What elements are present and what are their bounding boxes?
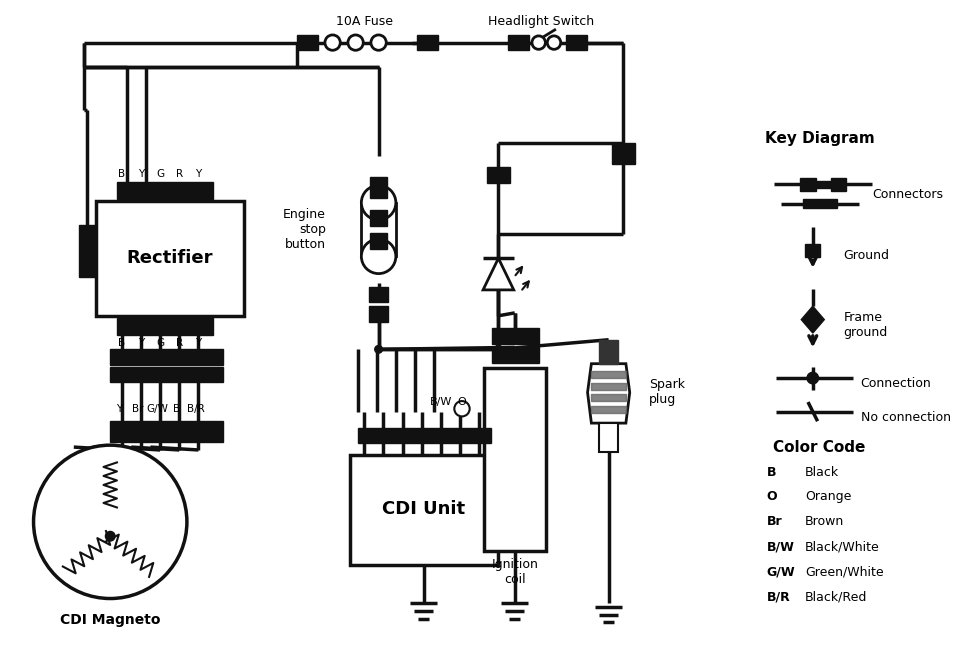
- Bar: [831, 178, 847, 191]
- Bar: [370, 177, 387, 198]
- Bar: [117, 182, 213, 199]
- Text: Green/White: Green/White: [805, 565, 884, 578]
- Bar: [369, 306, 388, 322]
- Text: Connectors: Connectors: [873, 188, 944, 200]
- Text: Y: Y: [195, 337, 202, 347]
- Circle shape: [374, 345, 382, 353]
- Text: O: O: [767, 490, 778, 503]
- Circle shape: [807, 372, 819, 384]
- Text: Headlight Switch: Headlight Switch: [489, 15, 594, 28]
- Text: B: B: [767, 465, 777, 478]
- Text: Rectifier: Rectifier: [127, 249, 213, 268]
- Text: Spark
plug: Spark plug: [649, 378, 684, 407]
- Circle shape: [361, 239, 396, 273]
- Circle shape: [494, 345, 502, 353]
- Text: Ground: Ground: [844, 249, 890, 262]
- Text: O: O: [458, 397, 467, 407]
- Text: B: B: [118, 337, 126, 347]
- Circle shape: [106, 531, 115, 541]
- Text: Frame
ground: Frame ground: [844, 311, 888, 339]
- Text: R: R: [176, 169, 182, 179]
- Text: Y: Y: [138, 169, 144, 179]
- Bar: [357, 428, 491, 444]
- Circle shape: [532, 36, 545, 49]
- Text: CDI Unit: CDI Unit: [382, 500, 466, 519]
- Circle shape: [34, 445, 187, 598]
- Bar: [110, 421, 224, 442]
- Text: Y: Y: [138, 337, 144, 347]
- Text: Br: Br: [132, 404, 144, 414]
- Polygon shape: [588, 364, 630, 423]
- Circle shape: [348, 35, 363, 50]
- Text: G: G: [156, 337, 164, 347]
- Text: No connection: No connection: [861, 411, 950, 424]
- Polygon shape: [483, 258, 514, 290]
- Text: Connection: Connection: [861, 378, 931, 390]
- Bar: [565, 35, 587, 50]
- Text: Ignition
coil: Ignition coil: [492, 558, 539, 586]
- Text: B: B: [118, 169, 126, 179]
- Text: Key Diagram: Key Diagram: [764, 131, 875, 146]
- Text: Black: Black: [805, 465, 839, 478]
- Bar: [370, 210, 387, 225]
- Circle shape: [494, 345, 502, 353]
- Text: Brown: Brown: [805, 515, 845, 529]
- Text: G: G: [156, 169, 164, 179]
- Text: 10A Fuse: 10A Fuse: [336, 15, 393, 28]
- Bar: [487, 167, 510, 183]
- Bar: [805, 244, 821, 257]
- Bar: [801, 178, 816, 191]
- Bar: [599, 340, 618, 364]
- Text: B/W: B/W: [767, 540, 795, 554]
- Bar: [349, 455, 498, 565]
- Bar: [492, 347, 539, 362]
- Text: G/W: G/W: [767, 565, 796, 578]
- Bar: [298, 35, 318, 50]
- Bar: [492, 328, 539, 343]
- Bar: [816, 181, 831, 188]
- Text: Color Code: Color Code: [774, 440, 866, 455]
- Bar: [110, 366, 224, 382]
- Bar: [117, 318, 213, 335]
- Text: B/R: B/R: [767, 590, 790, 603]
- Bar: [612, 143, 635, 164]
- Text: Br: Br: [767, 515, 782, 529]
- Text: Engine
stop
button: Engine stop button: [283, 208, 325, 251]
- Bar: [370, 233, 387, 248]
- Text: CDI Magneto: CDI Magneto: [60, 613, 160, 627]
- Text: B: B: [173, 404, 180, 414]
- Bar: [361, 203, 396, 256]
- Text: Black/Red: Black/Red: [805, 590, 868, 603]
- Bar: [110, 349, 224, 364]
- Circle shape: [547, 36, 561, 49]
- Text: Y: Y: [195, 169, 202, 179]
- Bar: [508, 35, 529, 50]
- Circle shape: [371, 35, 386, 50]
- Polygon shape: [802, 306, 825, 333]
- Bar: [599, 423, 618, 452]
- Text: Y: Y: [116, 404, 122, 414]
- Text: B/W: B/W: [430, 397, 452, 407]
- Text: G/W: G/W: [146, 404, 168, 414]
- Text: R: R: [176, 337, 182, 347]
- Text: Orange: Orange: [805, 490, 852, 503]
- Circle shape: [454, 401, 469, 416]
- Bar: [804, 199, 837, 208]
- Bar: [96, 201, 245, 316]
- Bar: [369, 287, 388, 302]
- Bar: [417, 35, 438, 50]
- Circle shape: [361, 185, 396, 220]
- Bar: [484, 368, 546, 551]
- Bar: [79, 225, 96, 277]
- Text: Black/White: Black/White: [805, 540, 880, 554]
- Circle shape: [324, 35, 340, 50]
- Text: B/R: B/R: [186, 404, 204, 414]
